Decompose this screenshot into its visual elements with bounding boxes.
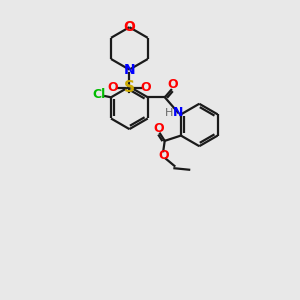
Text: N: N	[173, 106, 183, 119]
Text: O: O	[158, 148, 169, 161]
Text: O: O	[168, 78, 178, 92]
Text: H: H	[164, 108, 173, 118]
Text: O: O	[124, 20, 135, 34]
Text: O: O	[107, 81, 118, 94]
Text: O: O	[141, 81, 152, 94]
Text: N: N	[124, 63, 135, 76]
Text: O: O	[153, 122, 164, 135]
Text: Cl: Cl	[92, 88, 105, 101]
Text: S: S	[124, 80, 135, 95]
